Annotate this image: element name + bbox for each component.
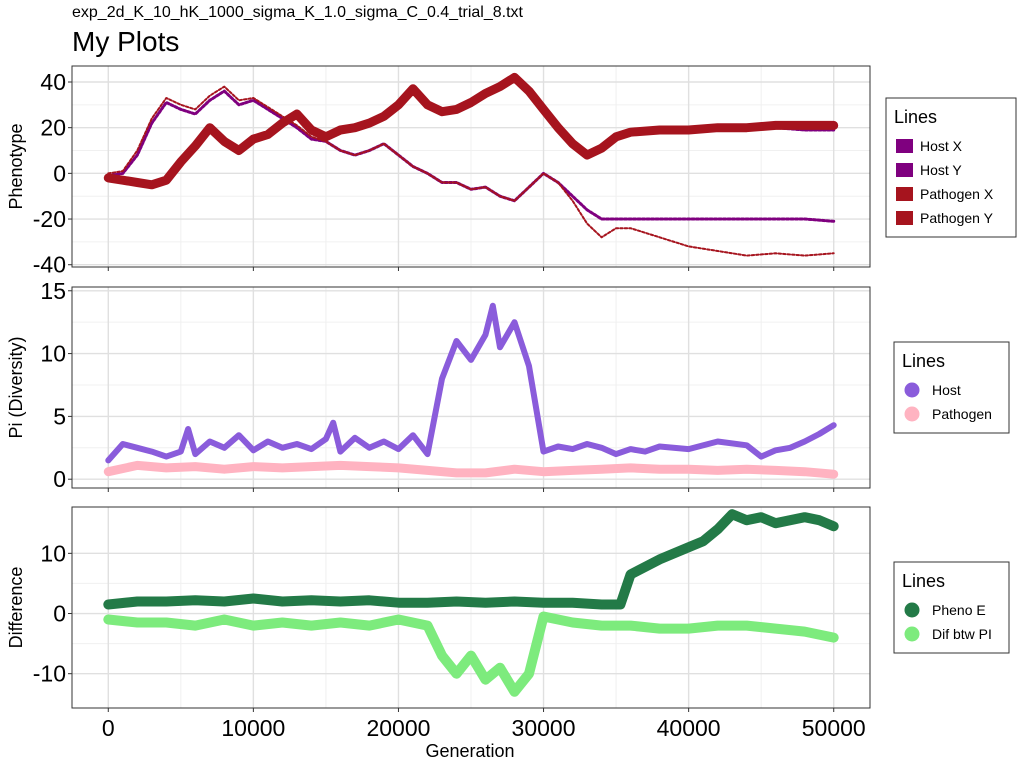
y-tick-label: 10 (40, 540, 66, 566)
legend-key (904, 406, 920, 422)
series-pathogen-y (107, 85, 835, 257)
series-pathogen-x (103, 72, 839, 190)
y-tick-label: 20 (40, 115, 66, 141)
legend-title: Lines (894, 107, 937, 127)
legend-title: Lines (902, 351, 945, 371)
legend: Lines Pheno E Dif btw PI (893, 561, 1010, 654)
legend-label: Pathogen X (920, 186, 994, 202)
y-axis-label: Difference (6, 567, 26, 649)
phenotype-panel: -40 -20 0 20 40 Phenotype Lines Host X Host Y Pat… (6, 65, 1017, 278)
legend: Lines Host Pathogen (893, 341, 1010, 434)
panel-border (71, 286, 871, 489)
legend-key (896, 211, 913, 225)
series-layer (103, 509, 839, 697)
legend: Lines Host X Host Y Pathogen X Pathogen Y (885, 97, 1017, 238)
y-tick-label: -20 (33, 206, 66, 232)
legend-key (904, 602, 920, 618)
legend-label: Pathogen (932, 406, 992, 422)
figure-title: My Plots (72, 26, 180, 57)
legend-key (896, 163, 913, 177)
panel-border (71, 65, 871, 268)
legend-label: Host X (920, 138, 963, 154)
x-axis-label: Generation (425, 741, 514, 761)
y-axis-label: Pi (Diversity) (6, 337, 26, 439)
y-tick-label: 5 (53, 403, 66, 429)
legend-key (904, 626, 920, 642)
legend-key (904, 382, 920, 398)
series-pathogen (103, 460, 839, 479)
y-tick-label: 0 (53, 601, 66, 627)
legend-key (896, 139, 913, 153)
series-layer (103, 302, 839, 479)
diversity-panel: 0 5 10 15 Pi (Diversity) Lines Host Pathogen (6, 278, 1010, 492)
x-tick-label: 30000 (512, 715, 576, 741)
legend-label: Pheno E (932, 602, 986, 618)
y-tick-label: -40 (33, 252, 66, 278)
legend-label: Host (932, 382, 961, 398)
legend-label: Host Y (920, 162, 962, 178)
y-tick-label: 40 (40, 69, 66, 95)
legend-key (896, 187, 913, 201)
y-tick-label: -10 (33, 661, 66, 687)
y-tick-label: 15 (40, 278, 66, 304)
x-tick-label: 50000 (802, 715, 866, 741)
x-tick-label: 0 (102, 715, 115, 741)
panel-border (71, 506, 871, 709)
legend-title: Lines (902, 571, 945, 591)
series-pheno-e (103, 509, 839, 610)
figure-subtitle: exp_2d_K_10_hK_1000_sigma_K_1.0_sigma_C_… (72, 4, 523, 21)
x-tick-label: 20000 (366, 715, 430, 741)
y-tick-label: 10 (40, 341, 66, 367)
y-tick-label: 0 (53, 160, 66, 186)
legend-label: Dif btw PI (932, 626, 992, 642)
x-tick-label: 40000 (657, 715, 721, 741)
y-axis-label: Phenotype (6, 123, 26, 209)
y-tick-label: 0 (53, 466, 66, 492)
x-tick-label: 10000 (221, 715, 285, 741)
difference-panel: -10 0 10 0 10000 20000 30000 40000 50000 Differen… (6, 506, 1010, 741)
legend-label: Pathogen Y (920, 210, 994, 226)
series-host (105, 302, 837, 464)
series-layer (103, 72, 839, 257)
series-dif-btw-pi (103, 611, 839, 697)
